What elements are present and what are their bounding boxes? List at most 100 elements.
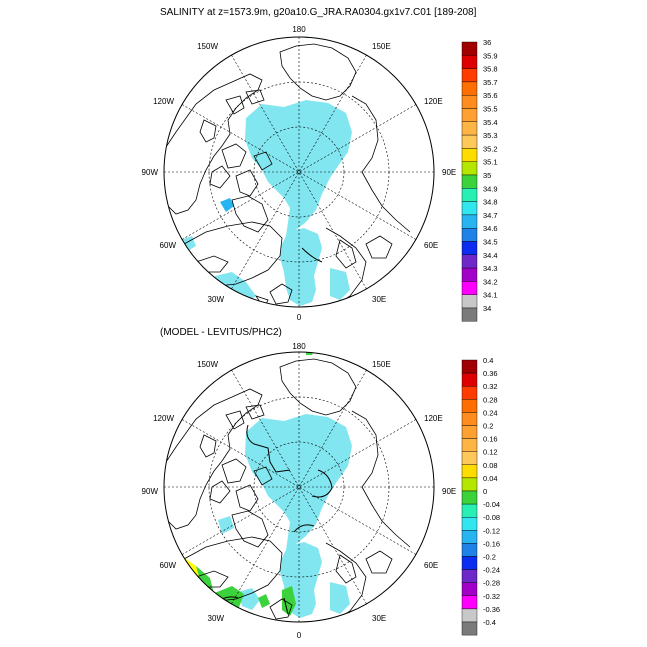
- colorbar-tick-label: 0.12: [483, 448, 498, 457]
- colorbar-swatch: [461, 174, 478, 189]
- colorbar-swatch: [461, 359, 478, 374]
- colorbar-swatch: [461, 477, 478, 492]
- colorbar-swatch: [461, 55, 478, 69]
- lon-label-150e: 150E: [372, 360, 391, 369]
- lon-label-90w: 90W: [142, 168, 159, 177]
- colorbar-swatch: [461, 386, 478, 400]
- colorbar-tick-label: -0.08: [483, 513, 500, 522]
- difference-field-labrador: [218, 516, 234, 534]
- colorbar-swatch: [461, 281, 478, 295]
- colorbar-tick-label: 0: [483, 487, 487, 496]
- lon-label-150e: 150E: [372, 42, 391, 51]
- coastline: [164, 43, 411, 307]
- colorbar-swatch: [461, 188, 478, 202]
- colorbar-tick-label: 34.6: [483, 224, 498, 233]
- colorbar-tick-label: -0.04: [483, 500, 500, 509]
- colorbar-tick-label: 34.1: [483, 291, 498, 300]
- colorbar-tick-label: -0.2: [483, 553, 496, 562]
- colorbar-tick-label: 0.16: [483, 435, 498, 444]
- colorbar-tick-label: 0.4: [483, 356, 493, 365]
- colorbar-tick-label: 0.32: [483, 382, 498, 391]
- colorbar-swatch: [461, 595, 478, 610]
- difference-field-iceland-green: [282, 586, 296, 616]
- difference-field-north-atlantic-green: [186, 566, 214, 604]
- salinity-field-arctic: [245, 100, 352, 244]
- colorbar-swatch: [461, 517, 478, 531]
- colorbar-swatch: [461, 227, 478, 242]
- colorbar-swatch: [461, 134, 478, 149]
- colorbar-swatch: [461, 201, 478, 216]
- colorbar-tick-label: 34.4: [483, 251, 498, 260]
- colorbar-swatch: [461, 254, 478, 269]
- lon-label-60w: 60W: [160, 561, 177, 570]
- colorbar-tick-label: -0.32: [483, 592, 500, 601]
- difference-field-irminger: [238, 588, 260, 610]
- lon-label-120w: 120W: [153, 414, 174, 423]
- salinity-contour: [301, 247, 323, 263]
- colorbar-tick-label: 35.5: [483, 105, 498, 114]
- difference-map: 180 150W 150E 120W 120E 90W 90E 60W 60E …: [142, 342, 457, 640]
- difference-field-barents: [330, 582, 350, 614]
- colorbar-swatch: [461, 399, 478, 413]
- colorbar-tick-label: -0.24: [483, 566, 500, 575]
- salinity-field-atlantic: [280, 228, 322, 306]
- colorbar-swatch: [461, 68, 478, 83]
- colorbar-tick-label: -0.28: [483, 579, 500, 588]
- graticule: [164, 37, 434, 307]
- colorbar-swatch: [461, 543, 478, 557]
- lon-label-30e: 30E: [372, 295, 386, 304]
- lon-label-60e: 60E: [424, 241, 438, 250]
- colorbar-tick-label: 35.4: [483, 118, 498, 127]
- colorbar-swatch: [461, 41, 478, 56]
- colorbar-swatch: [461, 438, 478, 452]
- colorbar-swatch: [461, 503, 478, 518]
- colorbar-tick-label: 35.2: [483, 144, 498, 153]
- lon-label-0: 0: [297, 313, 302, 322]
- map-boundary: [163, 351, 435, 623]
- colorbar-tick-label: 35.3: [483, 131, 498, 140]
- colorbar-tick-label: 36: [483, 38, 491, 47]
- colorbar-tick-label: 35.9: [483, 51, 498, 60]
- colorbar-swatch: [461, 412, 478, 426]
- map-boundary: [163, 36, 435, 308]
- colorbar-swatch: [461, 94, 478, 109]
- lon-label-30e: 30E: [372, 614, 386, 623]
- colorbar-tick-label: 34.2: [483, 277, 498, 286]
- colorbar-swatch: [461, 530, 478, 544]
- map-subtitle: (MODEL - LEVITUS/PHC2): [160, 327, 282, 338]
- lon-label-30w: 30W: [208, 295, 225, 304]
- colorbar-swatch: [461, 121, 478, 136]
- colorbar-swatch: [461, 241, 478, 256]
- colorbar-tick-label: 35: [483, 171, 491, 180]
- colorbar-swatch: [461, 148, 478, 162]
- lon-label-150w: 150W: [197, 42, 218, 51]
- lon-label-120w: 120W: [153, 97, 174, 106]
- lon-label-180: 180: [292, 342, 306, 351]
- colorbar-tick-label: 0.36: [483, 369, 498, 378]
- colorbar-tick-label: 34: [483, 304, 491, 313]
- colorbar-tick-label: 35.8: [483, 65, 498, 74]
- colorbar-swatch: [461, 464, 478, 479]
- salinity-field-barents: [330, 268, 350, 300]
- colorbar-swatch: [461, 81, 478, 96]
- lon-label-90w: 90W: [142, 487, 159, 496]
- colorbar-swatch: [461, 569, 478, 583]
- lon-label-120e: 120E: [424, 414, 443, 423]
- lon-label-120e: 120E: [424, 97, 443, 106]
- colorbar-tick-label: -0.16: [483, 539, 500, 548]
- colorbar-swatch: [461, 556, 478, 570]
- colorbar-swatch: [461, 108, 478, 123]
- map-title: SALINITY at z=1573.9m, g20a10.G_JRA.RA03…: [160, 7, 477, 18]
- lon-label-30w: 30W: [208, 614, 225, 623]
- colorbar-swatch: [461, 267, 478, 282]
- difference-field-norway-green: [258, 594, 270, 608]
- colorbar-tick-label: 0.04: [483, 474, 498, 483]
- colorbar-tick-label: 34.9: [483, 184, 498, 193]
- colorbar-tick-label: 0.28: [483, 395, 498, 404]
- colorbar-swatch: [461, 621, 478, 636]
- colorbar-tick-label: 0.2: [483, 422, 493, 431]
- colorbar-tick-label: -0.12: [483, 526, 500, 535]
- lon-label-60w: 60W: [160, 241, 177, 250]
- colorbar-swatch: [461, 582, 478, 597]
